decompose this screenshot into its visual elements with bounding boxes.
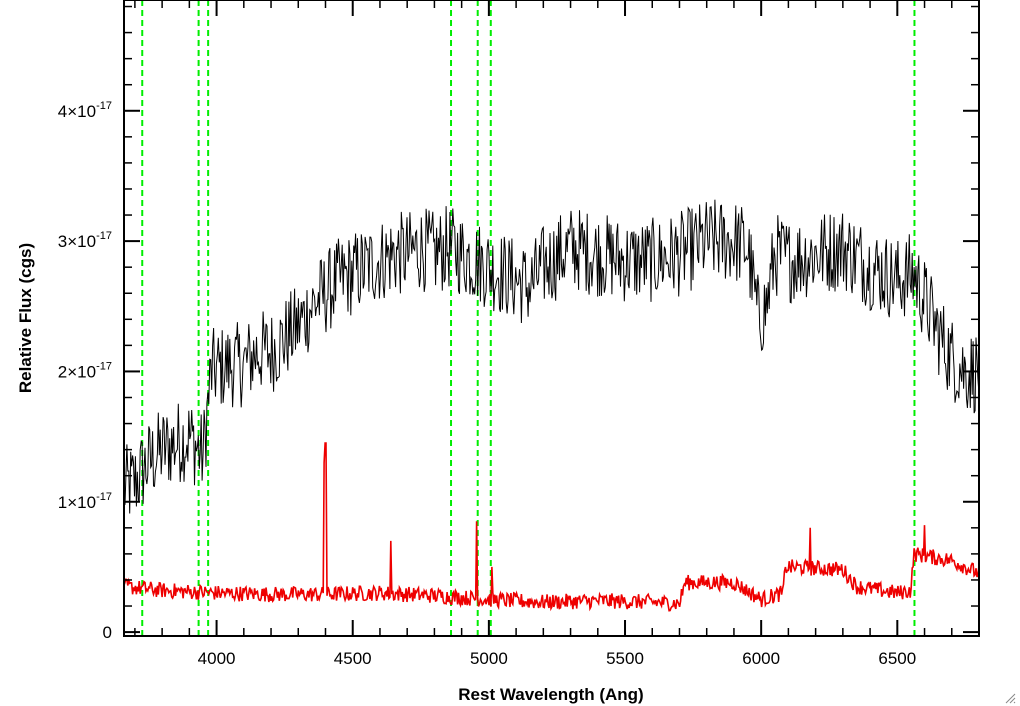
series-line-0	[124, 199, 979, 514]
reference-lines	[141, 0, 916, 636]
y-axis-title: Relative Flux (cgs)	[16, 243, 35, 393]
axis-ticks	[124, 0, 980, 636]
x-tick-label: 6500	[878, 649, 916, 668]
tick-labels: 4000 4500 5000 5500 6000 6500 0 1×10-17 2×10-17 3…	[58, 100, 916, 668]
x-tick-label: 5000	[470, 649, 508, 668]
x-tick-label: 6000	[742, 649, 780, 668]
y-tick-label: 4×10-17	[58, 100, 112, 121]
resize-grip-icon[interactable]	[1004, 692, 1016, 704]
series-layer	[124, 199, 979, 612]
x-tick-label: 4000	[198, 649, 236, 668]
y-tick-label: 2×10-17	[58, 360, 112, 381]
plot-frame	[123, 0, 980, 637]
x-axis-title: Rest Wavelength (Ang)	[458, 685, 643, 704]
x-tick-label: 5500	[606, 649, 644, 668]
y-tick-label: 1×10-17	[58, 491, 112, 512]
series-line-1	[124, 442, 979, 612]
y-tick-label: 0	[103, 623, 112, 642]
x-tick-label: 4500	[334, 649, 372, 668]
y-tick-label: 3×10-17	[58, 230, 112, 251]
